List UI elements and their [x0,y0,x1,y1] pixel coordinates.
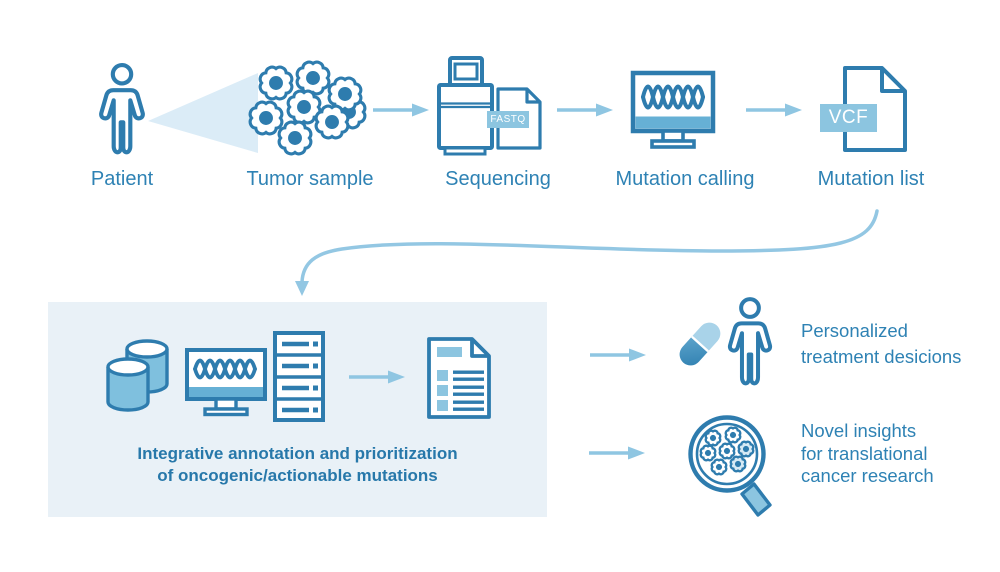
stage-label-tumor-sample: Tumor sample [246,168,374,190]
monitor-bar [635,116,711,129]
report-document-icon [427,337,491,419]
stage-label-mutation-calling: Mutation calling [615,168,755,190]
outcome-text-treatment: Personalized treatment desicions [801,320,962,367]
server-unit-leds [282,341,309,413]
flow-arrow-5 [589,347,647,363]
tumor-cells-icon [148,60,367,156]
monitor-dna-icon [630,70,716,149]
stage-label-patient: Patient [90,168,154,190]
flow-arrow-3 [745,102,803,118]
annotation-box-caption: Integrative annotation and prioritizatio… [137,444,458,485]
report-list-items [437,370,484,411]
sequencer-machine [437,56,494,156]
cell-cluster [248,60,367,156]
magnifier-cells-icon [688,415,772,517]
vcf-badge: VCF [820,104,877,132]
lens-cell-cluster [699,426,755,476]
stage-label-mutation-list: Mutation list [817,168,925,190]
pill-icon [679,322,721,366]
zoom-cone [148,73,258,153]
flow-arrow-2 [556,102,614,118]
magnifier-handle [740,482,772,517]
stage-label-sequencing: Sequencing [445,168,551,190]
databases-icon [106,339,169,412]
curved-arrow [295,209,879,296]
flow-arrow-1 [372,102,430,118]
server-rack-icon [273,331,325,422]
outcome-text-research: Novel insights for translational cancer … [801,420,934,486]
monitor-bar [189,387,263,397]
monitor-dna-icon-box [185,348,267,417]
report-title-bar [437,347,462,357]
fastq-badge: FASTQ [487,111,529,128]
flow-arrow-4 [348,369,406,385]
person-icon-outcome [722,296,778,390]
flow-arrow-6 [588,445,646,461]
sequencer-icon [437,56,542,156]
